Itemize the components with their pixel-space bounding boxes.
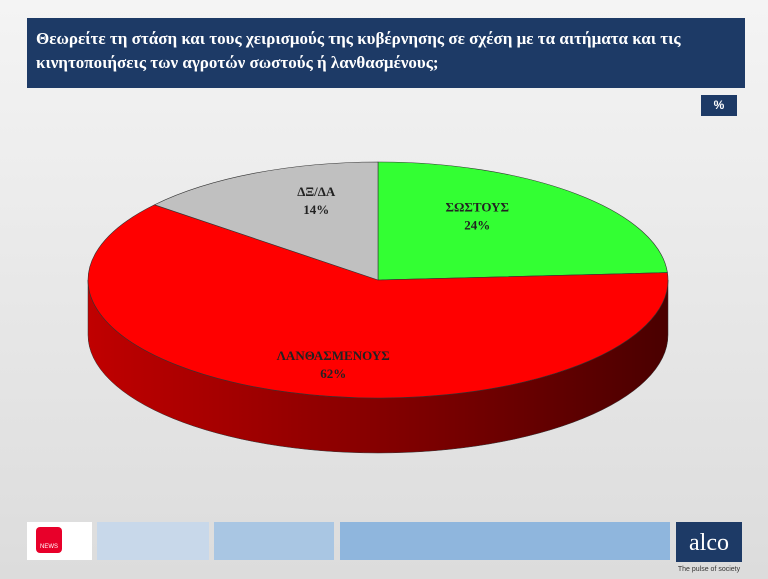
- value-label: 24%: [464, 217, 490, 232]
- footer-box: [214, 522, 334, 560]
- slice: [87, 204, 669, 399]
- chart-title: Θεωρείτε τη στάση και τους χειρισμούς τη…: [27, 18, 745, 88]
- brand-logo-box: [676, 522, 742, 562]
- channel-logo-text: NEWS: [40, 544, 58, 550]
- unit-badge: %: [701, 95, 737, 116]
- footer-box: [97, 522, 209, 560]
- slice-label: ΛΑΝΘΑΣΜΕΝΟΥΣ: [277, 348, 390, 363]
- value-label: 14%: [303, 202, 329, 217]
- pie: ΣΩΣΤΟΥΣ 24% ΛΑΝΘΑΣΜΕΝΟΥΣ 62% ΔΞ/ΔΑ 14%: [87, 161, 669, 454]
- slice: [153, 161, 379, 281]
- slice: [377, 161, 668, 281]
- value-label: 62%: [320, 366, 346, 381]
- channel-logo: [36, 527, 62, 553]
- footer-box: [340, 522, 670, 560]
- brand-tagline: The pulse of society: [678, 566, 741, 573]
- slice-label: ΣΩΣΤΟΥΣ: [446, 199, 510, 214]
- brand-logo: alco: [689, 530, 729, 556]
- slice-label: ΔΞ/ΔΑ: [297, 184, 336, 199]
